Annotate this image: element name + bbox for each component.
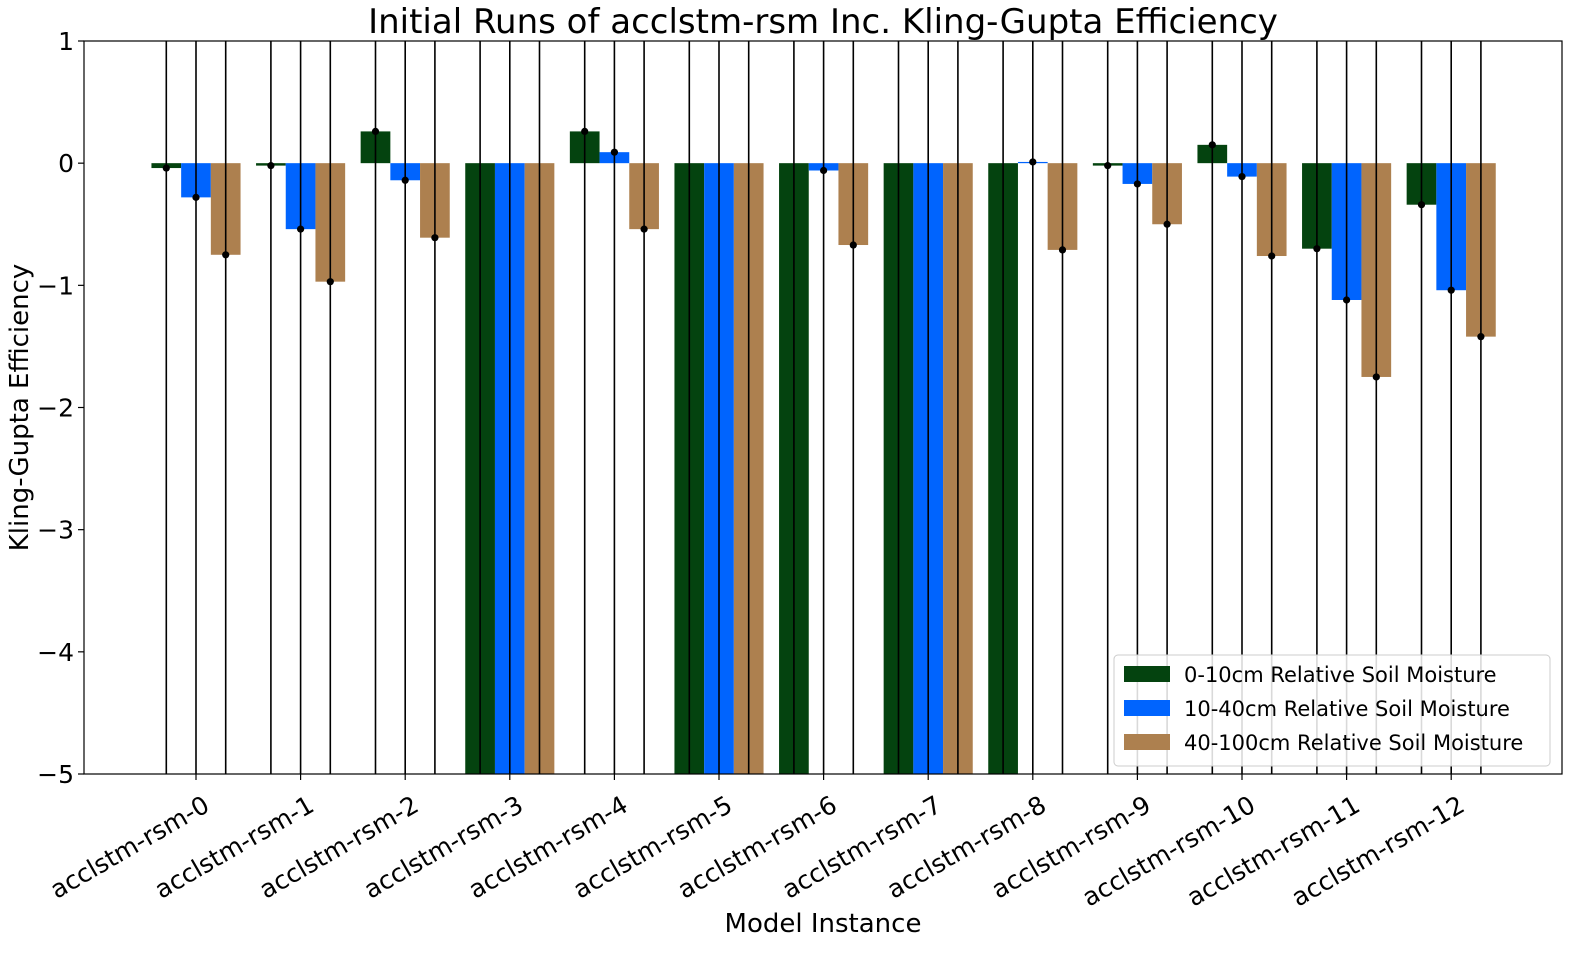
mean-marker-acclstm-rsm-0-s0 xyxy=(162,164,170,172)
x-axis: acclstm-rsm-0acclstm-rsm-1acclstm-rsm-2a… xyxy=(45,774,1469,912)
mean-marker-acclstm-rsm-8-s1 xyxy=(1029,158,1037,166)
y-tick-label: 1 xyxy=(58,27,74,56)
mean-marker-acclstm-rsm-2-s1 xyxy=(401,176,409,184)
chart-title: Initial Runs of acclstm-rsm Inc. Kling-G… xyxy=(368,2,1278,42)
mean-marker-acclstm-rsm-4-s0 xyxy=(581,127,589,136)
y-tick-label: 0 xyxy=(58,149,74,178)
mean-marker-acclstm-rsm-10-s1 xyxy=(1238,173,1246,181)
mean-marker-acclstm-rsm-1-s1 xyxy=(297,225,305,233)
mean-marker-acclstm-rsm-9-s2 xyxy=(1163,220,1171,228)
mean-marker-acclstm-rsm-12-s2 xyxy=(1477,333,1485,341)
legend-swatch xyxy=(1124,734,1170,750)
x-axis-label: Model Instance xyxy=(725,909,922,939)
legend: 0-10cm Relative Soil Moisture 10-40cm Rel… xyxy=(1113,654,1551,767)
mean-marker-acclstm-rsm-9-s1 xyxy=(1133,180,1141,188)
mean-marker-acclstm-rsm-1-s2 xyxy=(326,278,334,286)
legend-label: 0-10cm Relative Soil Moisture xyxy=(1184,663,1497,687)
y-axis: 1 0 −1 −2 −3 −4 −5 xyxy=(37,27,84,789)
mean-marker-acclstm-rsm-2-s2 xyxy=(431,234,439,242)
x-tick-label: acclstm-rsm-10 xyxy=(1077,790,1260,912)
mean-marker-acclstm-rsm-12-s0 xyxy=(1417,201,1426,209)
mean-marker-acclstm-rsm-10-s2 xyxy=(1268,252,1276,260)
mean-marker-acclstm-rsm-11-s1 xyxy=(1343,296,1351,304)
legend-swatch xyxy=(1124,666,1170,682)
mean-marker-acclstm-rsm-4-s2 xyxy=(640,225,648,233)
mean-marker-acclstm-rsm-1-s0 xyxy=(267,162,275,170)
mean-marker-acclstm-rsm-0-s2 xyxy=(222,251,230,259)
mean-marker-acclstm-rsm-11-s2 xyxy=(1372,373,1380,381)
x-tick-label: acclstm-rsm-12 xyxy=(1287,790,1470,912)
mean-marker-acclstm-rsm-6-s1 xyxy=(820,166,828,175)
error-bars-layer xyxy=(162,41,1485,774)
mean-marker-acclstm-rsm-9-s0 xyxy=(1104,162,1112,170)
y-tick-label: −1 xyxy=(37,271,74,300)
mean-marker-acclstm-rsm-8-s2 xyxy=(1058,246,1067,254)
mean-marker-acclstm-rsm-4-s1 xyxy=(610,148,619,156)
mean-marker-acclstm-rsm-2-s0 xyxy=(371,127,380,136)
mean-marker-acclstm-rsm-12-s1 xyxy=(1447,286,1455,294)
mean-marker-acclstm-rsm-0-s1 xyxy=(192,193,200,201)
y-tick-label: −4 xyxy=(37,638,74,667)
legend-label: 40-100cm Relative Soil Moisture xyxy=(1184,731,1523,755)
mean-marker-acclstm-rsm-6-s2 xyxy=(849,241,857,249)
y-tick-label: −5 xyxy=(37,760,74,789)
mean-marker-acclstm-rsm-11-s0 xyxy=(1313,245,1321,253)
legend-swatch xyxy=(1124,700,1170,716)
y-tick-label: −3 xyxy=(37,516,74,545)
mean-marker-acclstm-rsm-10-s0 xyxy=(1208,141,1216,149)
y-tick-label: −2 xyxy=(37,394,74,423)
legend-label: 10-40cm Relative Soil Moisture xyxy=(1184,697,1510,721)
x-tick-label: acclstm-rsm-11 xyxy=(1182,790,1365,912)
y-axis-label: Kling-Gupta Efficiency xyxy=(5,264,35,552)
legend-box xyxy=(1113,654,1551,767)
